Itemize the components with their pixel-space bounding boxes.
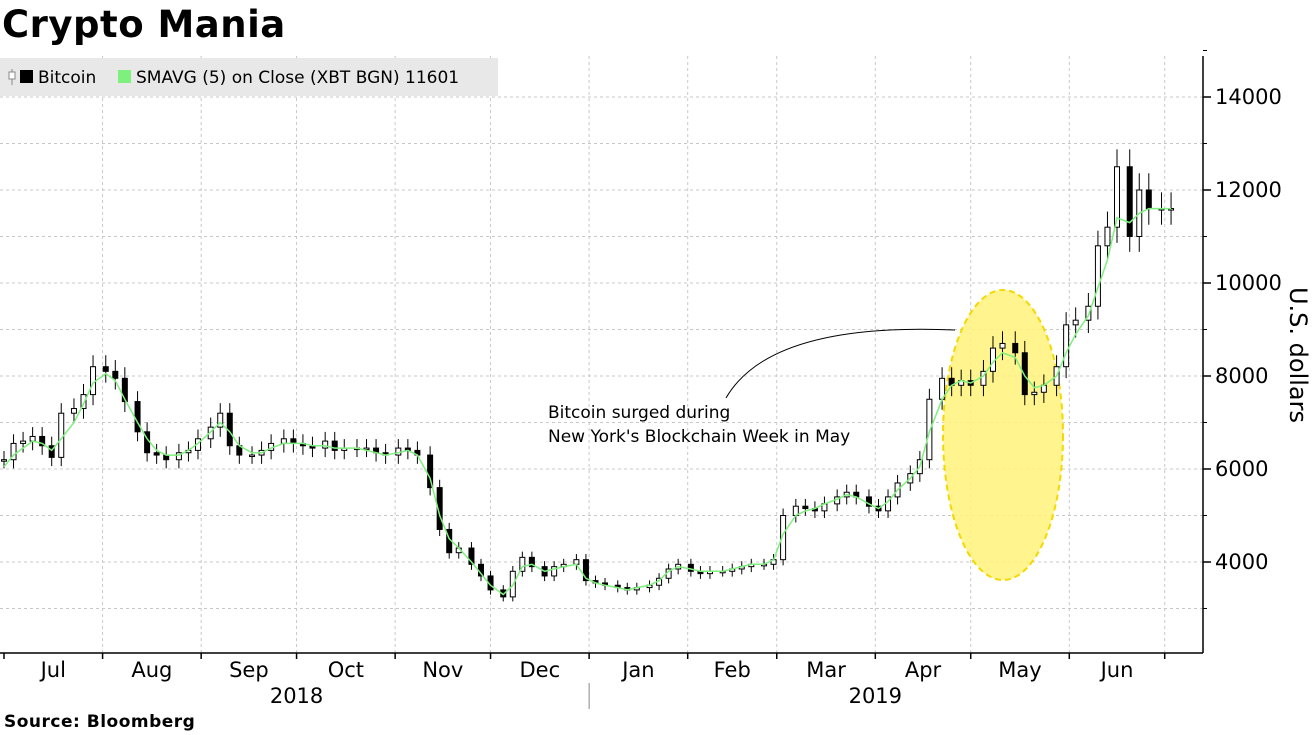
highlight-ellipse-shape (942, 289, 1064, 581)
candle-body (999, 342, 1006, 349)
y-tick-label: 12000 (1215, 178, 1282, 202)
candle-body (363, 447, 370, 451)
candle-body (802, 505, 809, 510)
legend-label-sma: SMAVG (5) on Close (XBT BGN) 11601 (136, 68, 459, 88)
candle-body (1094, 245, 1101, 307)
annotation-callout (725, 328, 956, 399)
candle-body (687, 563, 694, 572)
candlestick-series (1, 149, 1175, 602)
candle-body (217, 412, 224, 428)
candle-body (980, 370, 987, 386)
sma-line (3, 207, 1172, 596)
candle-body (20, 440, 27, 444)
legend-label-bitcoin: Bitcoin (38, 68, 96, 88)
candle-body (153, 452, 160, 456)
candle-body (70, 408, 77, 414)
candle-body (58, 412, 65, 458)
x-tick-label: Mar (806, 658, 846, 682)
y-tick-label: 4000 (1215, 550, 1268, 574)
year-label: 2018 (270, 684, 323, 708)
y-tick-label: 8000 (1215, 364, 1268, 388)
candle-body (1012, 342, 1019, 354)
candle-body (39, 435, 46, 447)
annotation: Bitcoin surged during New York's Blockcha… (548, 328, 956, 447)
candle-body (322, 440, 329, 449)
candle-body (551, 566, 558, 577)
source-note: Source: Bloomberg (4, 712, 196, 732)
candle-body (1085, 305, 1092, 321)
y-tick-label: 14000 (1215, 85, 1282, 109)
x-tick-label: Jun (1099, 658, 1134, 682)
candle-body (48, 445, 55, 458)
legend-swatch-sma (118, 70, 131, 83)
candle-body (1145, 189, 1152, 210)
candle-body (1126, 166, 1133, 237)
candle-body (1072, 319, 1079, 326)
x-tick-label: Aug (131, 658, 172, 682)
legend: Bitcoin SMAVG (5) on Close (XBT BGN) 1160… (0, 58, 498, 96)
x-tick-label: Oct (328, 658, 364, 682)
candle-body (121, 377, 128, 403)
x-tick-label: Nov (422, 658, 463, 682)
candle-body (519, 556, 526, 572)
y-axis-label: U.S. dollars (1284, 287, 1312, 423)
candle-body (780, 515, 787, 561)
legend-box (0, 58, 498, 96)
candle-body (1031, 391, 1038, 396)
candle-body (102, 366, 109, 372)
x-tick-label: Sep (229, 658, 269, 682)
x-tick-label: Dec (520, 658, 561, 682)
x-tick-label: Jul (39, 658, 66, 682)
candle-body (468, 547, 475, 565)
candle-body (207, 426, 214, 440)
chart-title: Crypto Mania (2, 3, 286, 46)
candle-body (90, 366, 97, 396)
sma5-line (3, 207, 1172, 596)
x-tick-label: Feb (714, 658, 751, 682)
annotation-line-1: Bitcoin surged during (548, 403, 730, 423)
annotation-line-2: New York's Blockchain Week in May (548, 427, 850, 447)
candle-body (112, 370, 119, 379)
y-tick-label: 10000 (1215, 271, 1282, 295)
x-tick-label: Apr (905, 658, 942, 682)
candle-body (528, 556, 535, 568)
candle-body (865, 496, 872, 507)
candle-body (926, 398, 933, 461)
x-tick-label: Jan (620, 658, 654, 682)
candle-body (175, 452, 182, 461)
candle-body (1021, 352, 1028, 396)
candle-body (582, 559, 589, 582)
candle-body (1114, 166, 1120, 228)
legend-candle-icon (8, 71, 16, 80)
legend-swatch-bitcoin (20, 70, 33, 83)
highlight-ellipse (942, 289, 1064, 581)
axes: 4000 6000 8000 10000 12000 14000 U.S. dollars J… (0, 50, 1312, 709)
candle-body (10, 442, 17, 461)
candle-body (1, 459, 7, 462)
candle-body (1104, 226, 1111, 247)
candle-body (331, 440, 338, 451)
candle-body (80, 394, 87, 410)
x-tick-label: May (998, 658, 1041, 682)
candle-body (427, 454, 434, 489)
y-tick-label: 6000 (1215, 457, 1268, 481)
grid (0, 56, 1203, 653)
year-label: 2019 (849, 684, 902, 708)
candle-body (1063, 324, 1070, 368)
candle-body (134, 401, 141, 433)
candle-body (249, 454, 256, 458)
